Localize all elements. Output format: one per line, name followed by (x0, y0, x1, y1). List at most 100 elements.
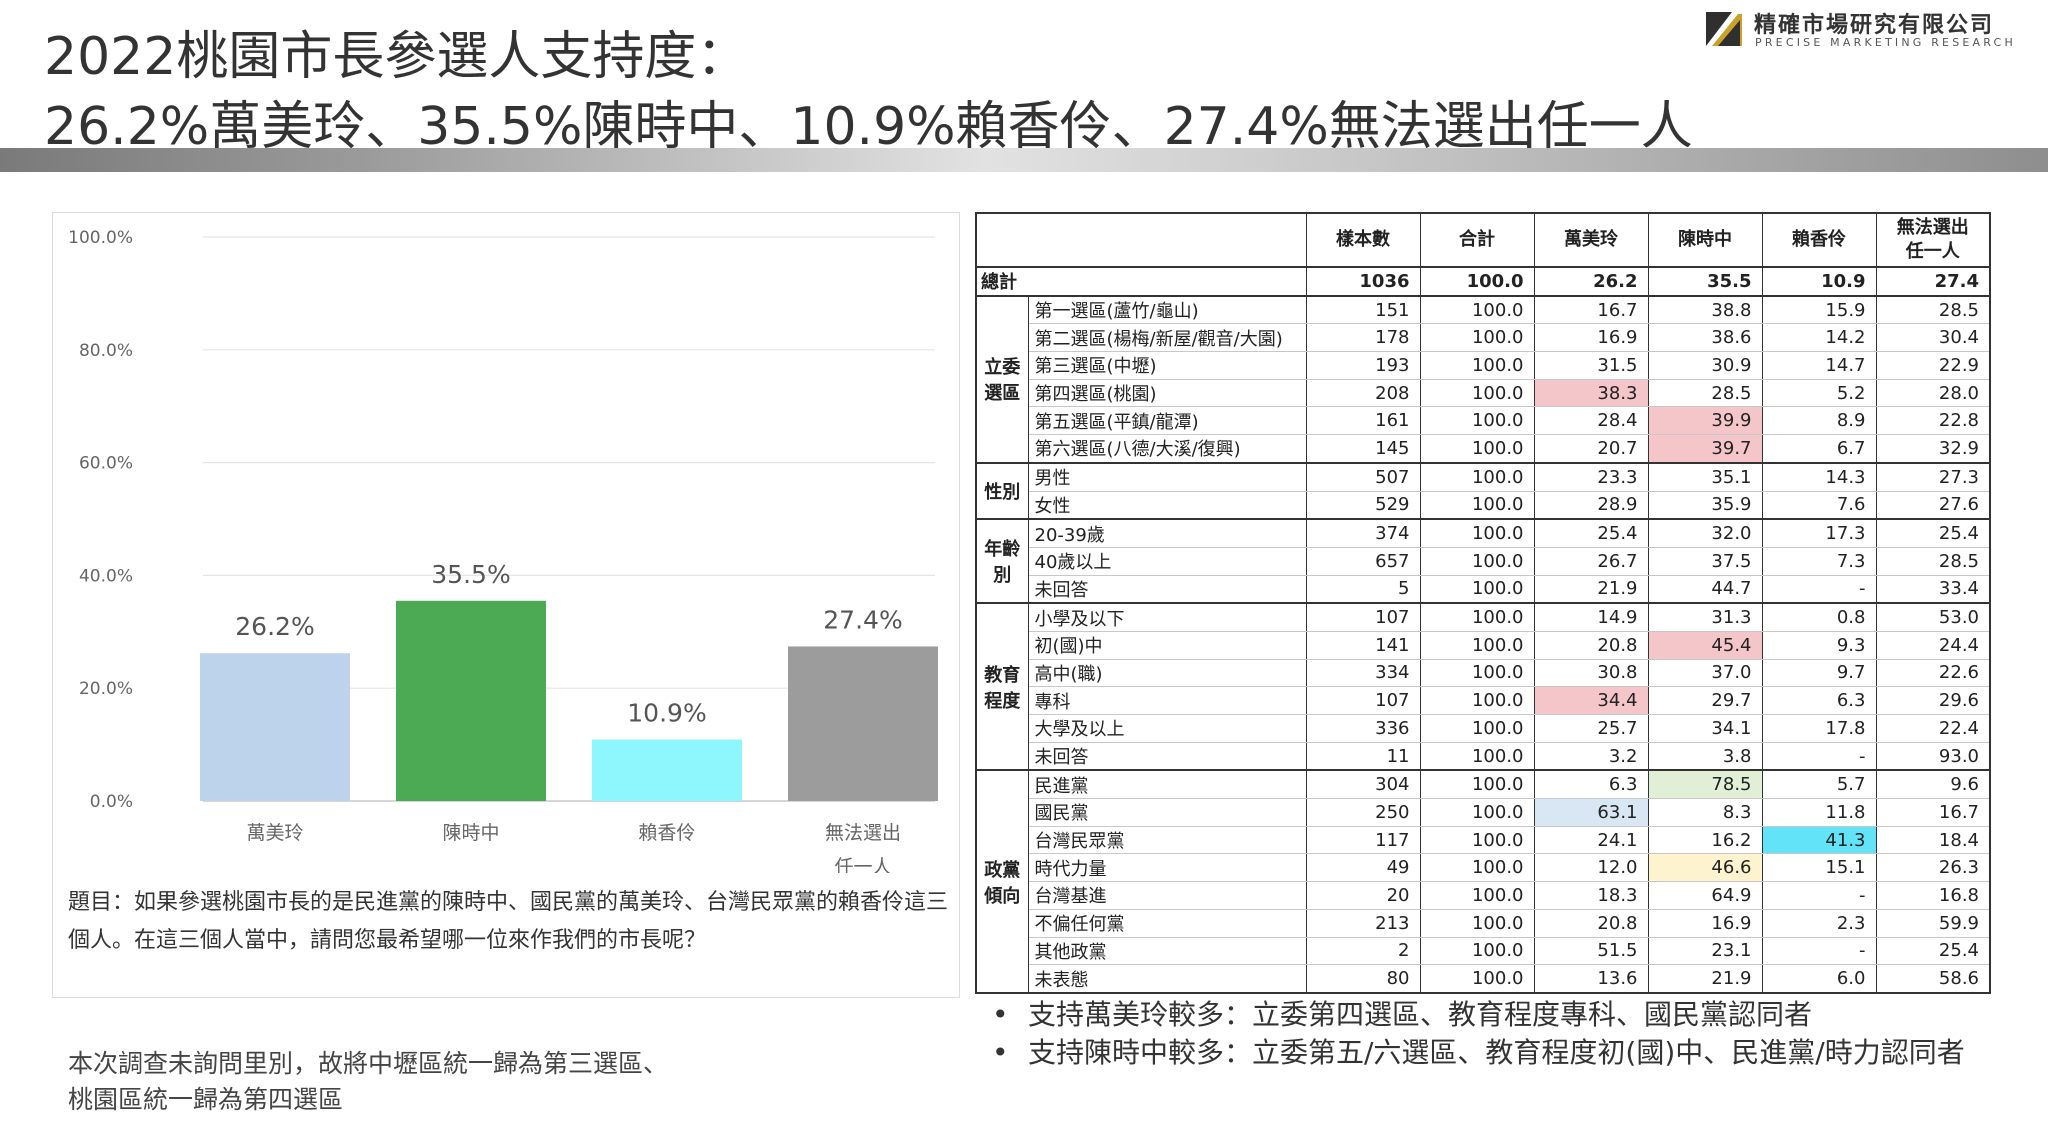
table-cell: 107 (1305, 603, 1421, 632)
table-row: 第四選區(桃園) 208 100.0 38.3 28.5 5.2 28.0 (976, 379, 1991, 408)
table-cell: 6.3 (1761, 686, 1877, 715)
group-label-line: 程度 (984, 690, 1021, 712)
table-cell: 100.0 (1419, 909, 1535, 938)
table-cell: 507 (1305, 462, 1421, 492)
table-cell: 35.9 (1647, 491, 1763, 521)
table-cell: 80 (1305, 964, 1421, 994)
table-cell: 46.6 (1647, 853, 1763, 883)
row-label: 第六選區(八德/大溪/復興) (1027, 434, 1307, 464)
table-cell: 5.7 (1761, 770, 1877, 800)
table-cell: 213 (1305, 909, 1421, 938)
row-label: 女性 (1027, 491, 1307, 521)
row-label: 台灣民眾黨 (1027, 826, 1307, 855)
column-header: 無法選出 任一人 (1875, 212, 1991, 268)
column-header-line: 萬美玲 (1564, 229, 1618, 250)
table-cell: 64.9 (1647, 881, 1763, 910)
table-cell: 17.8 (1761, 714, 1877, 743)
table-cell: 100.0 (1419, 686, 1535, 715)
group-label-line: 傾向 (984, 885, 1021, 907)
group-label-line: 教育 (984, 664, 1021, 686)
column-header: 賴香伶 (1761, 212, 1877, 268)
row-label: 未回答 (1027, 575, 1307, 605)
table-cell: 14.2 (1761, 323, 1877, 353)
table-cell: 100.0 (1419, 770, 1535, 800)
table-cell: 27.6 (1875, 491, 1991, 521)
table-row: 教育 程度 小學及以下 107 100.0 14.9 31.3 0.8 53.0 (975, 603, 1991, 772)
crosstab-table: 樣本數 合計 萬美玲 陳時中 賴香伶 無法選出 任一人 總計 1036 100.0 26.2 35.5… (975, 212, 1991, 994)
table-cell: 15.1 (1761, 853, 1877, 883)
x-tick-label: 賴香伶 (638, 822, 695, 844)
table-cell: 7.3 (1761, 547, 1877, 576)
table-row: 國民黨 250 100.0 63.1 8.3 11.8 16.7 (976, 798, 1991, 827)
table-cell: 24.1 (1533, 826, 1649, 855)
table-cell: 16.8 (1875, 881, 1991, 910)
table-cell: 26.2 (1533, 267, 1649, 297)
row-label: 第二選區(楊梅/新屋/觀音/大園) (1027, 323, 1307, 353)
table-cell: 31.5 (1533, 351, 1649, 380)
table-row: 未表態 80 100.0 13.6 21.9 6.0 58.6 (976, 964, 1991, 994)
table-cell: 100.0 (1419, 937, 1535, 966)
crosstab-panel: 樣本數 合計 萬美玲 陳時中 賴香伶 無法選出 任一人 總計 1036 100.0 26.2 35.5… (975, 212, 1991, 994)
table-cell: 193 (1305, 351, 1421, 380)
table-cell: 38.3 (1533, 379, 1649, 408)
table-row: 第三選區(中壢) 193 100.0 31.5 30.9 14.7 22.9 (976, 351, 1991, 380)
company-logo: 精確市場研究有限公司 PRECISE MARKETING RESEARCH (1704, 6, 2034, 50)
table-cell: 208 (1305, 379, 1421, 408)
table-cell: 529 (1305, 491, 1421, 521)
table-cell: 44.7 (1647, 575, 1763, 605)
table-cell: 3.8 (1647, 742, 1763, 772)
table-cell: 25.7 (1533, 714, 1649, 743)
x-tick-label: 任一人 (834, 856, 891, 873)
table-cell: 100.0 (1419, 742, 1535, 772)
table-cell: 63.1 (1533, 798, 1649, 827)
company-name-en: PRECISE MARKETING RESEARCH (1755, 36, 2016, 49)
table-row: 第二選區(楊梅/新屋/觀音/大園) 178 100.0 16.9 38.6 14.2 30.… (976, 323, 1991, 353)
column-header: 合計 (1419, 212, 1535, 268)
table-row: 高中(職) 334 100.0 30.8 37.0 9.7 22.6 (976, 659, 1991, 688)
table-cell: 21.9 (1533, 575, 1649, 605)
bar (396, 600, 546, 801)
table-row: 未回答 5 100.0 21.9 44.7-33.4 (976, 575, 1991, 605)
table-cell: 34.4 (1533, 686, 1649, 715)
group-label: 年齡別 (975, 519, 1029, 605)
table-cell: 28.5 (1875, 547, 1991, 576)
finding-text: 支持萬美玲較多：立委第四選區、教育程度專科、國民黨認同者 (1028, 998, 1813, 1031)
table-cell: 20 (1305, 881, 1421, 910)
table-row-total: 總計 1036 100.0 26.2 35.5 10.9 27.4 (975, 267, 1991, 297)
row-label: 未表態 (1027, 964, 1307, 994)
question-text: 題目：如果參選桃園市長的是民進黨的陳時中、國民黨的萬美玲、台灣民眾黨的賴香伶這三… (68, 890, 949, 953)
table-cell: 30.8 (1533, 659, 1649, 688)
table-row: 第六選區(八德/大溪/復興) 145 100.0 20.7 39.7 6.7 32.9 (976, 434, 1991, 464)
table-row: 未回答 11 100.0 3.2 3.8-93.0 (976, 742, 1991, 772)
table-cell: 24.4 (1875, 631, 1991, 660)
table-cell: 6.0 (1761, 964, 1877, 994)
table-cell: 17.3 (1761, 519, 1877, 548)
row-label: 不偏任何黨 (1027, 909, 1307, 938)
row-label: 大學及以上 (1027, 714, 1307, 743)
table-cell: 39.9 (1647, 406, 1763, 436)
column-header-line: 任一人 (1905, 241, 1960, 262)
table-cell: 100.0 (1419, 964, 1535, 994)
table-cell: 8.3 (1647, 798, 1763, 827)
table-cell: 53.0 (1875, 603, 1991, 632)
bullet-icon: • (992, 998, 1009, 1031)
table-cell: 28.4 (1533, 406, 1649, 436)
table-cell: 374 (1305, 519, 1421, 548)
bullet-icon: • (992, 1036, 1009, 1069)
table-cell: 6.3 (1533, 770, 1649, 800)
table-cell: 5 (1305, 575, 1421, 605)
table-cell: 9.6 (1875, 770, 1991, 800)
table-cell: 37.5 (1647, 547, 1763, 576)
table-cell: 2 (1305, 937, 1421, 966)
table-cell: 41.3 (1761, 826, 1877, 855)
table-cell: 12.0 (1533, 853, 1649, 883)
row-label: 初(國)中 (1027, 631, 1307, 660)
table-cell: 29.7 (1647, 686, 1763, 715)
table-cell: 107 (1305, 686, 1421, 715)
bar (200, 653, 350, 801)
survey-note: 本次調查未詢問里別，故將中壢區統一歸為第三選區、 桃園區統一歸為第四選區 (68, 1046, 668, 1118)
table-cell: 28.5 (1875, 295, 1991, 325)
table-cell: 45.4 (1647, 631, 1763, 660)
table-cell: 35.1 (1647, 462, 1763, 492)
table-cell: 21.9 (1647, 964, 1763, 994)
